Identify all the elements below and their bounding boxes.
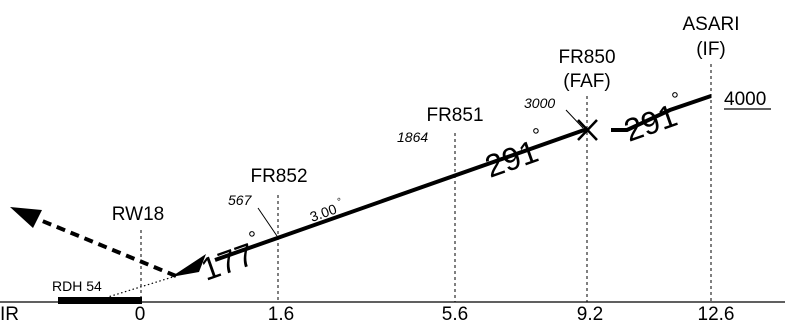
axis-label: IR: [0, 304, 19, 323]
intermediate-segment: [611, 94, 712, 132]
final-approach-path: [214, 127, 588, 262]
missed-approach-arrowhead: [10, 207, 42, 228]
distance-asari: 12.6: [698, 304, 735, 323]
fix-name-asari: ASARI: [682, 14, 739, 35]
altitude-fr852: 567: [228, 192, 253, 208]
fix-name-fr852: FR852: [250, 166, 307, 187]
altitude-fr851: 1864: [397, 129, 428, 145]
fix-name-rw18: RW18: [112, 204, 164, 225]
fix-name-fr850: FR850: [558, 47, 615, 68]
fix-role-fr850: (FAF): [563, 71, 611, 92]
fr852-leader: [257, 207, 278, 237]
intermediate-course: 291: [619, 97, 681, 149]
rdh-label: RDH 54: [52, 278, 102, 294]
fix-role-asari: (IF): [696, 39, 726, 60]
fr850-leader: [565, 109, 584, 129]
distance-fr851: 5.6: [442, 304, 468, 323]
runway-bar: [58, 297, 142, 304]
final-course: 291: [480, 133, 542, 185]
glide-angle-degree: °: [336, 196, 343, 208]
missed-course: 177: [196, 236, 258, 288]
faf-cross-2: [577, 119, 598, 141]
glide-angle: 3.00: [308, 201, 339, 225]
distance-fr850: 9.2: [577, 304, 603, 323]
distance-fr852: 1.6: [268, 304, 294, 323]
final-arrowhead: [171, 254, 206, 277]
altitude-fr850: 3000: [524, 95, 555, 111]
missed-approach-path: [39, 218, 177, 278]
fix-name-fr851: FR851: [426, 105, 483, 126]
distance-rw18: 0: [135, 304, 146, 323]
threshold-dotted-line: [107, 275, 177, 298]
altitude-asari: 4000: [724, 89, 766, 110]
